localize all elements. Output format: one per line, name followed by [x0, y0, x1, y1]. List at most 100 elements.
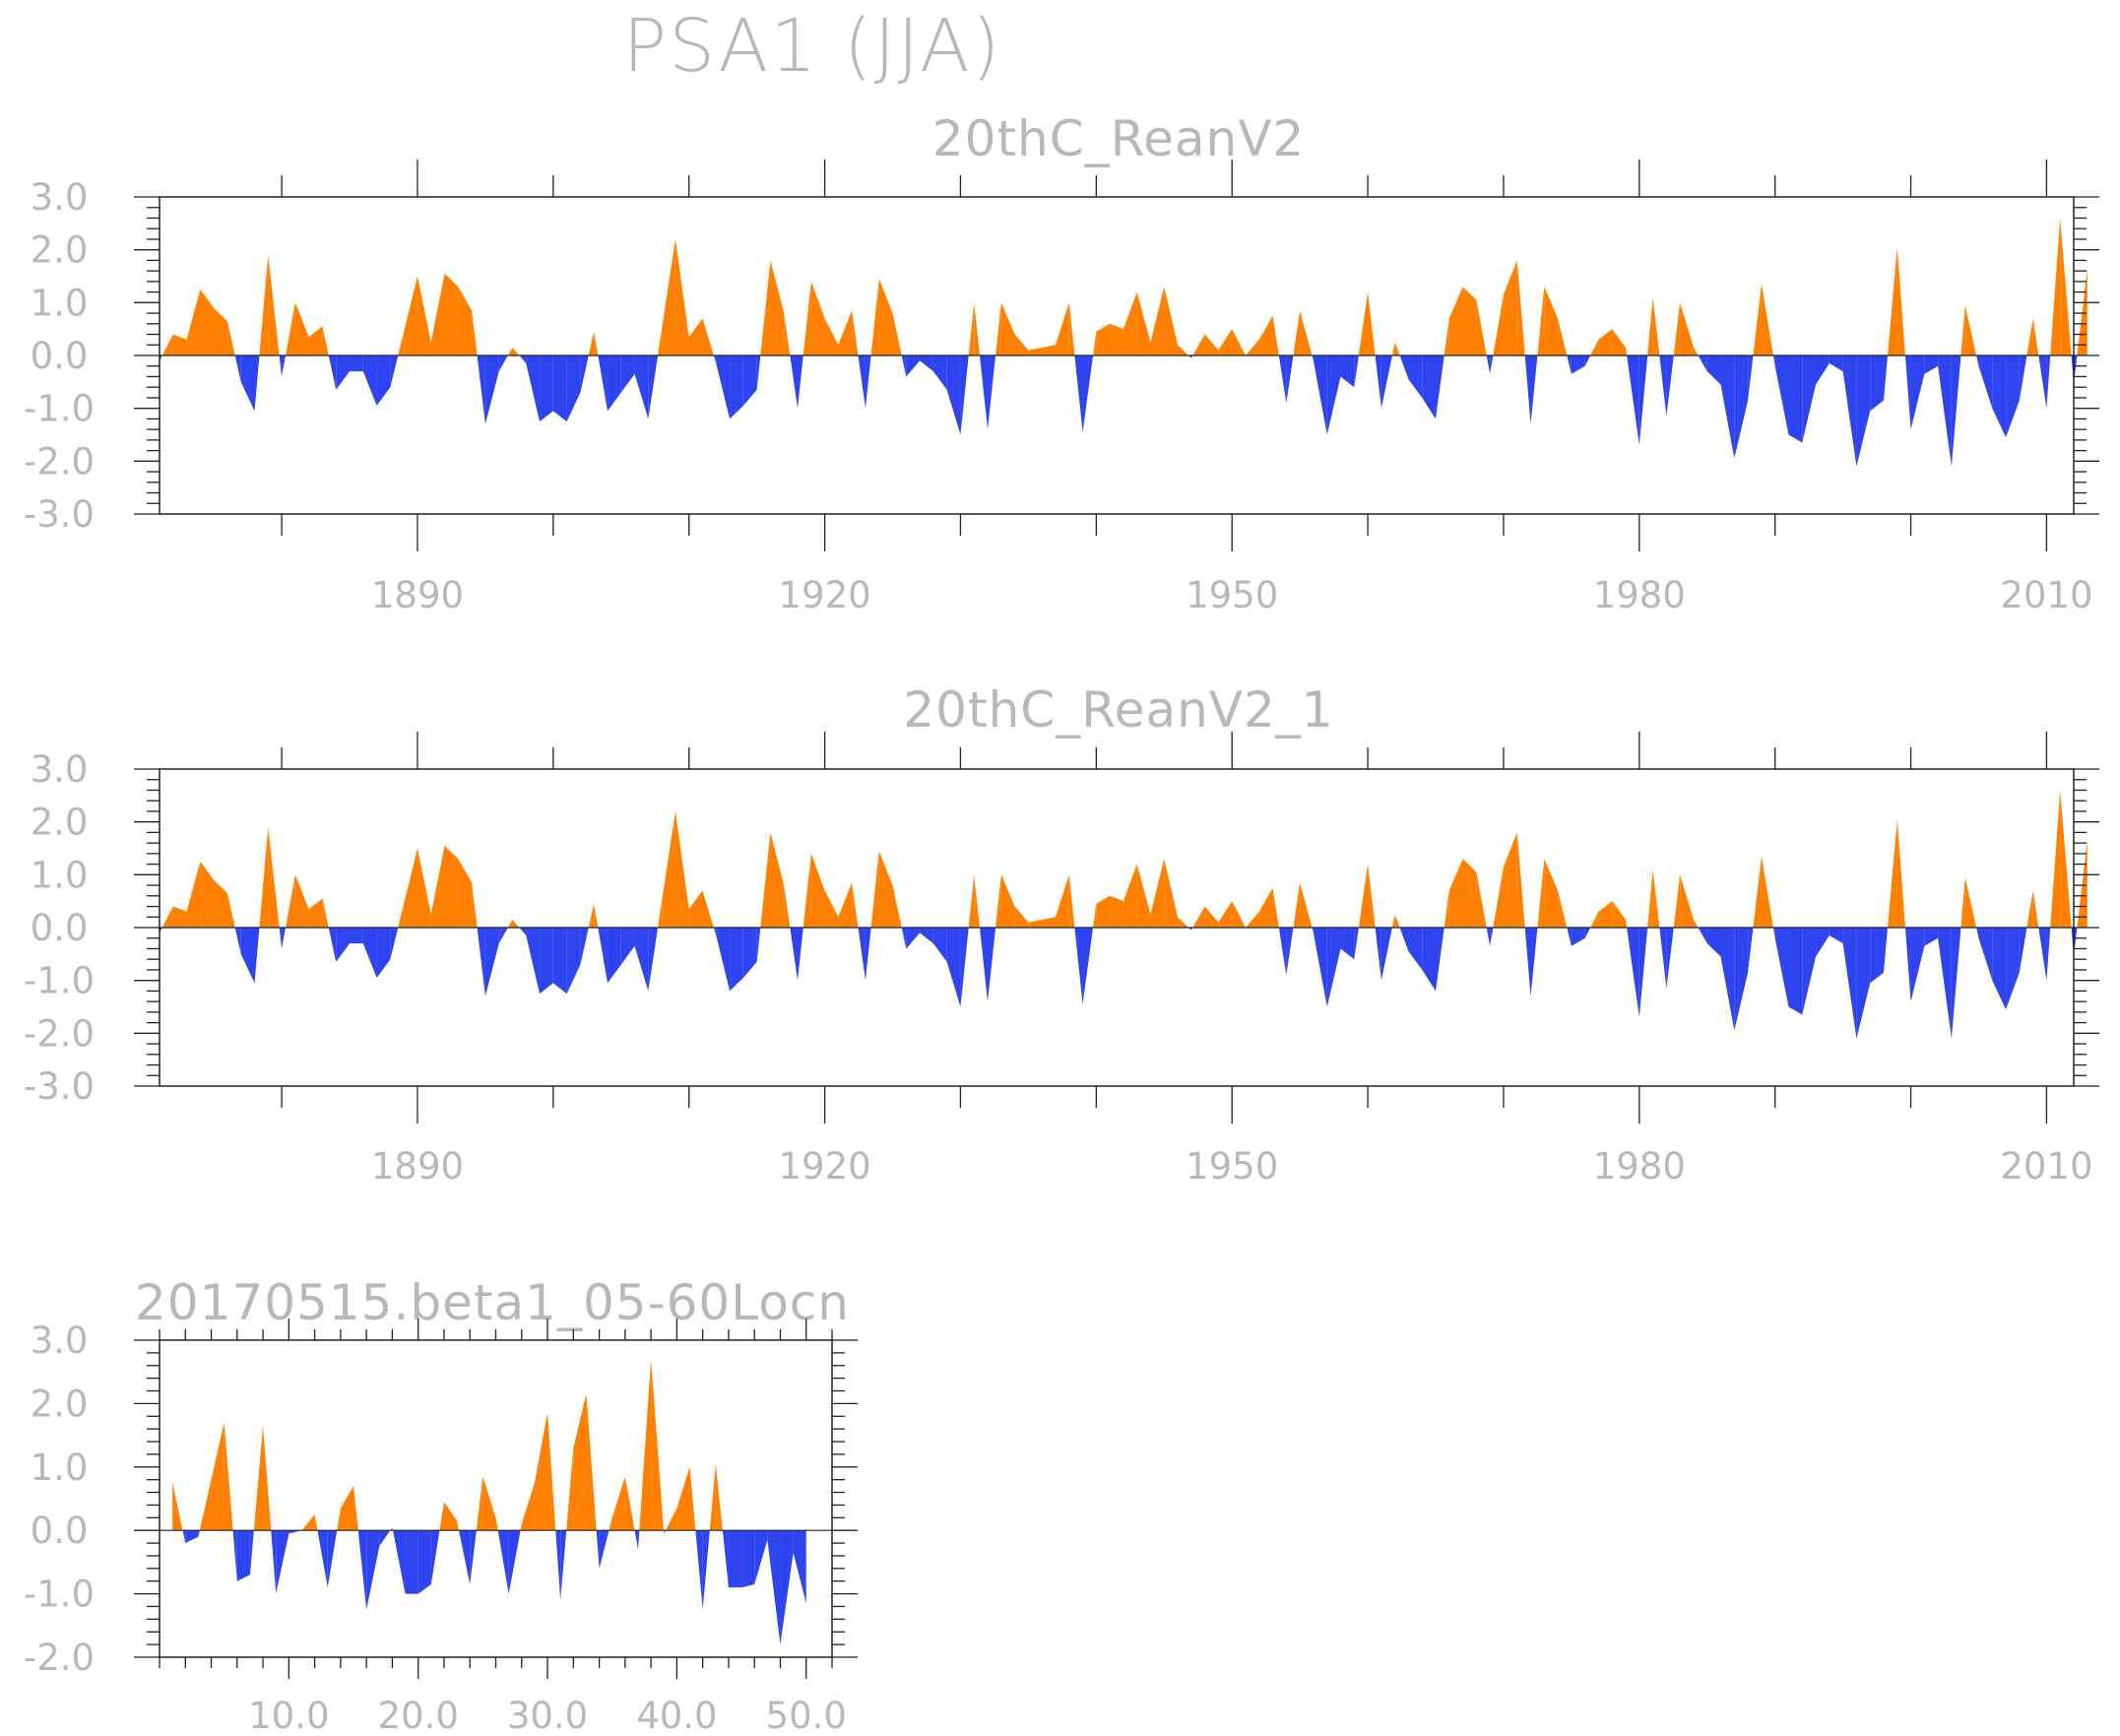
negative-area-segment — [182, 1530, 186, 1544]
negative-area-segment — [1313, 355, 1327, 435]
positive-area-segment — [784, 313, 791, 355]
positive-area-segment — [1232, 901, 1246, 928]
negative-area-segment — [1788, 928, 1803, 1015]
negative-area-segment — [376, 355, 391, 406]
positive-area-segment — [1123, 291, 1137, 355]
negative-area-segment — [498, 928, 508, 944]
positive-area-segment — [1960, 305, 1965, 355]
positive-area-segment — [1753, 856, 1762, 928]
positive-area-segment — [1896, 246, 1905, 355]
positive-area-segment — [398, 903, 405, 928]
negative-area-segment — [234, 355, 241, 382]
negative-area-segment — [366, 1530, 380, 1610]
y-tick-label: 3.0 — [31, 1319, 89, 1362]
positive-area-segment — [1888, 818, 1897, 928]
negative-area-segment — [1286, 355, 1294, 404]
negative-area-segment — [1524, 355, 1531, 424]
positive-area-segment — [457, 1520, 460, 1531]
positive-area-segment — [1204, 906, 1219, 928]
positive-area-segment — [688, 318, 703, 355]
positive-area-segment — [1272, 315, 1279, 355]
negative-area-segment — [357, 1530, 367, 1610]
positive-area-segment — [2026, 318, 2033, 355]
positive-area-segment — [1462, 287, 1477, 355]
negative-area-segment — [741, 1530, 755, 1588]
positive-area-segment — [294, 874, 309, 928]
negative-area-segment — [1408, 355, 1423, 398]
x-tick-label: 2010 — [2000, 1145, 2092, 1188]
positive-area-segment — [1503, 832, 1517, 928]
negative-area-segment — [328, 928, 337, 962]
negative-area-segment — [1802, 928, 1817, 1015]
negative-area-segment — [1706, 355, 1721, 385]
negative-area-segment — [1924, 928, 1939, 946]
negative-area-segment — [393, 1530, 406, 1594]
negative-area-segment — [988, 928, 996, 1002]
positive-area-segment — [1537, 287, 1545, 355]
negative-area-segment — [379, 1530, 391, 1547]
negative-area-segment — [1486, 928, 1491, 946]
positive-area-segment — [594, 331, 599, 355]
negative-area-segment — [1313, 928, 1327, 1007]
positive-area-segment — [161, 334, 173, 355]
x-tick-label: 1980 — [1593, 574, 1686, 616]
positive-area-segment — [1476, 299, 1487, 355]
negative-area-segment — [1788, 355, 1803, 443]
negative-area-segment — [1734, 928, 1749, 1031]
x-tick-label: 1950 — [1186, 574, 1278, 616]
x-tick-label: 1890 — [371, 574, 464, 616]
positive-area-segment — [1192, 906, 1205, 928]
negative-area-segment — [1904, 928, 1911, 1002]
negative-area-segment — [560, 1530, 567, 1601]
positive-area-segment — [495, 1517, 498, 1531]
y-tick-label: 0.0 — [31, 907, 89, 949]
negative-area-segment — [249, 1530, 254, 1575]
negative-area-segment — [1190, 355, 1193, 358]
positive-area-segment — [1000, 302, 1015, 355]
positive-area-segment — [476, 1476, 483, 1531]
positive-area-segment — [770, 260, 785, 355]
positive-area-segment — [199, 1479, 212, 1531]
negative-area-segment — [1312, 928, 1314, 933]
negative-area-segment — [2019, 928, 2027, 973]
positive-area-segment — [803, 853, 811, 928]
positive-area-segment — [1300, 882, 1313, 928]
negative-area-segment — [858, 928, 866, 981]
positive-area-segment — [444, 845, 459, 928]
positive-area-segment — [1544, 287, 1559, 355]
negative-area-segment — [279, 928, 283, 949]
positive-area-segment — [1110, 323, 1124, 355]
positive-area-segment — [1558, 890, 1568, 928]
x-tick-label: 40.0 — [636, 1695, 717, 1736]
positive-area-segment — [1000, 874, 1015, 928]
positive-area-segment — [172, 334, 187, 355]
positive-area-segment — [1462, 859, 1477, 928]
positive-area-segment — [658, 901, 663, 928]
figure-title: PSA1 (JJA) — [623, 4, 1002, 89]
positive-area-segment — [968, 874, 975, 928]
negative-area-segment — [1486, 355, 1491, 374]
negative-area-segment — [580, 928, 589, 965]
positive-area-segment — [340, 1486, 354, 1531]
positive-area-segment — [810, 281, 825, 355]
negative-area-segment — [1638, 355, 1648, 446]
positive-area-segment — [1537, 859, 1545, 928]
positive-area-segment — [458, 287, 473, 355]
negative-area-segment — [1436, 355, 1445, 419]
negative-area-segment — [722, 1530, 729, 1588]
negative-area-segment — [1748, 355, 1754, 401]
positive-area-segment — [1192, 334, 1205, 355]
positive-area-segment — [224, 1422, 233, 1531]
positive-area-segment — [824, 318, 839, 355]
negative-area-segment — [282, 928, 287, 949]
negative-area-segment — [1924, 355, 1939, 374]
negative-area-segment — [317, 1530, 328, 1588]
positive-area-segment — [1178, 917, 1189, 928]
negative-area-segment — [664, 1530, 666, 1534]
positive-area-segment — [1503, 260, 1517, 355]
negative-area-segment — [2046, 928, 2051, 981]
negative-area-segment — [1530, 355, 1538, 424]
positive-area-segment — [430, 845, 445, 928]
positive-area-segment — [1178, 345, 1189, 355]
